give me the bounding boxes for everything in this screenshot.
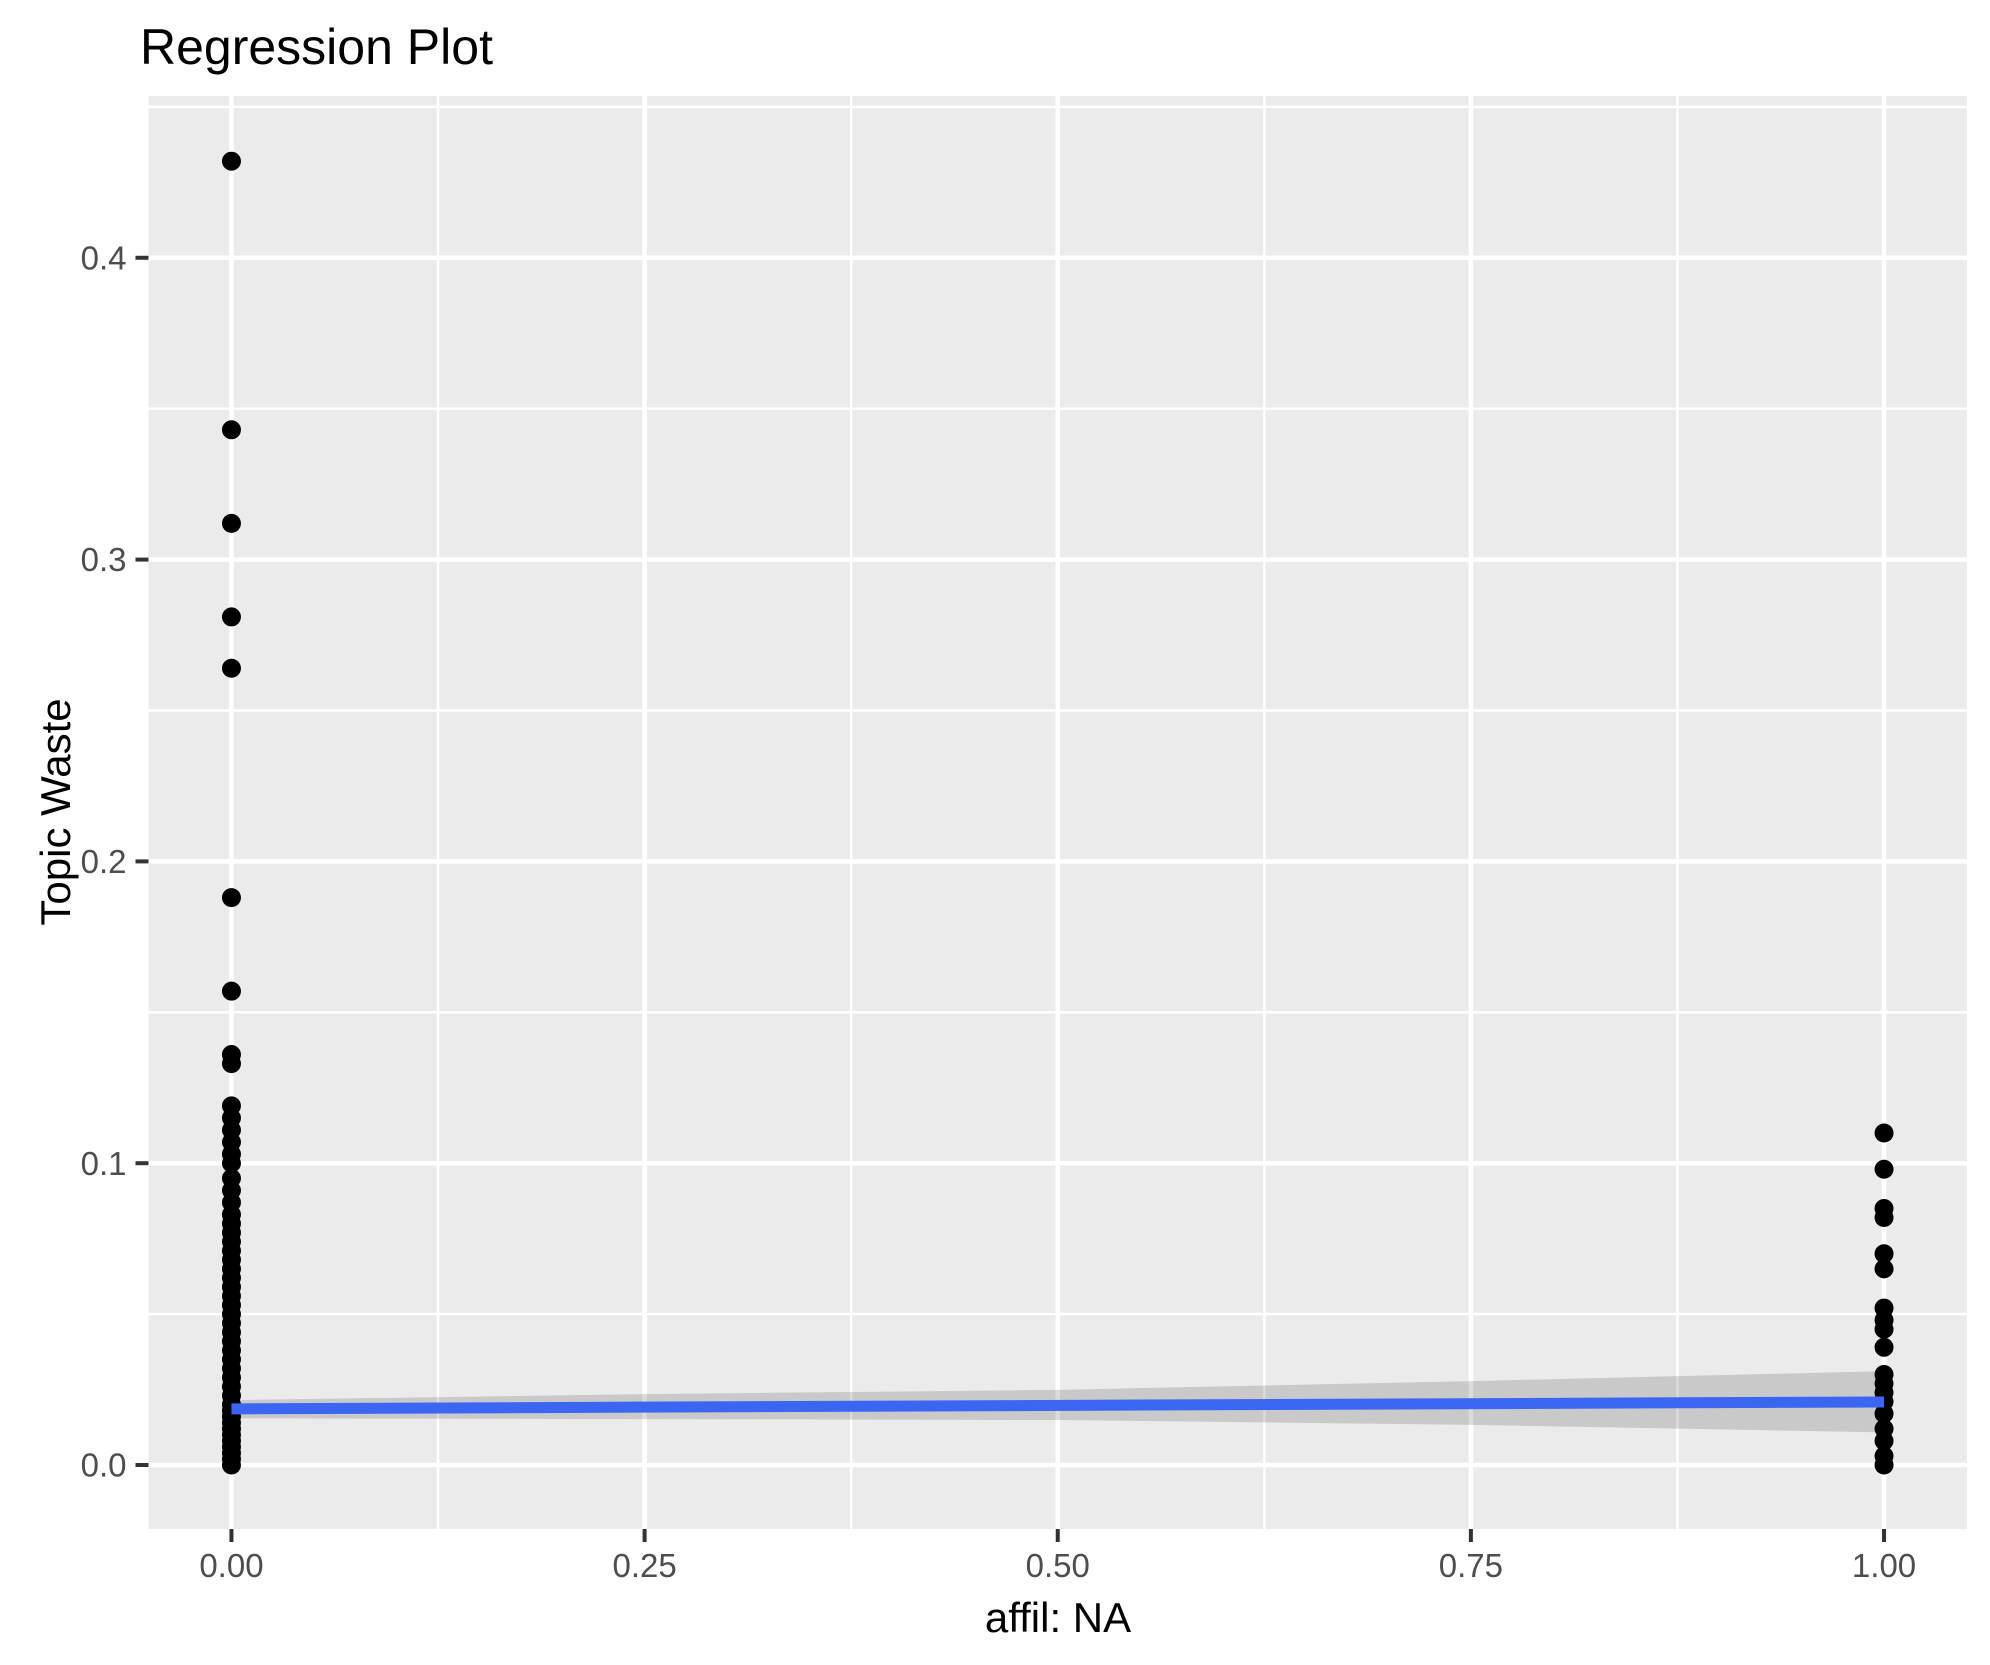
data-point [221,1054,241,1074]
y-tick-label: 0.1 [81,1145,127,1182]
data-point [1874,1208,1894,1228]
x-tick-label: 0.50 [1026,1547,1090,1584]
x-tick-label: 1.00 [1852,1547,1916,1584]
data-point [221,420,241,440]
data-point [1874,1431,1894,1451]
data-point [1874,1259,1894,1279]
scatter-points [221,151,1894,1475]
data-point [1874,1319,1894,1339]
data-point [221,513,241,533]
data-point [221,888,241,908]
data-point [221,981,241,1001]
regression-line [231,1396,1885,1415]
x-axis: 0.00 0.25 0.50 0.75 1.00 [199,1529,1916,1584]
data-point [1874,1455,1894,1475]
data-point [221,658,241,678]
y-axis-title: Topic Waste [32,698,79,925]
y-tick-label: 0.0 [81,1447,127,1484]
y-tick-label: 0.2 [81,843,127,880]
data-point [221,151,241,171]
data-point [1874,1404,1894,1424]
data-point [1874,1123,1894,1143]
data-point [1874,1244,1894,1264]
data-point [221,1455,241,1475]
data-point [221,1153,241,1173]
y-tick-label: 0.3 [81,541,127,578]
regression-line-layer [231,1396,1885,1415]
x-tick-label: 0.00 [199,1547,263,1584]
y-axis: 0.0 0.1 0.2 0.3 0.4 [81,239,149,1484]
data-point [221,607,241,627]
plot-title: Regression Plot [140,19,493,75]
data-point [1874,1159,1894,1179]
x-tick-label: 0.25 [612,1547,676,1584]
data-point [1874,1337,1894,1357]
x-tick-label: 0.75 [1439,1547,1503,1584]
y-tick-label: 0.4 [81,239,127,276]
x-axis-title: affil: NA [985,1594,1131,1641]
